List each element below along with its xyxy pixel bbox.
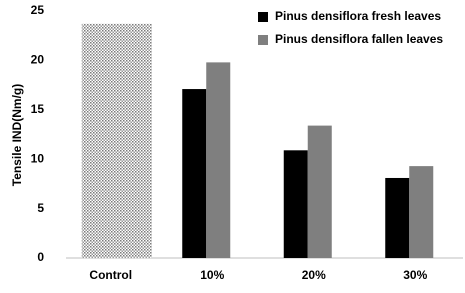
y-tick-label: 20: [31, 53, 45, 67]
bar: [206, 62, 231, 258]
bar: [81, 23, 152, 259]
y-axis-label: Tensile IND(Nm/g): [10, 84, 24, 186]
y-tick-label: 15: [31, 102, 45, 116]
bar: [283, 150, 308, 258]
legend-label: Pinus densiflora fallen leaves: [275, 32, 443, 46]
x-tick-label: 10%: [200, 268, 224, 282]
x-tick-label: 20%: [302, 268, 326, 282]
y-tick-label: 10: [31, 151, 45, 165]
y-tick-label: 0: [37, 250, 44, 264]
legend-swatch: [258, 35, 268, 45]
bar: [182, 89, 207, 258]
bar: [409, 166, 434, 258]
bar: [307, 125, 332, 258]
y-tick-label: 25: [31, 3, 45, 17]
x-tick-label: 30%: [403, 268, 427, 282]
bar: [385, 177, 410, 258]
legend-swatch: [258, 12, 268, 22]
legend-label: Pinus densiflora fresh leaves: [275, 9, 441, 23]
y-tick-label: 5: [37, 201, 44, 215]
x-tick-label: Control: [89, 268, 132, 282]
